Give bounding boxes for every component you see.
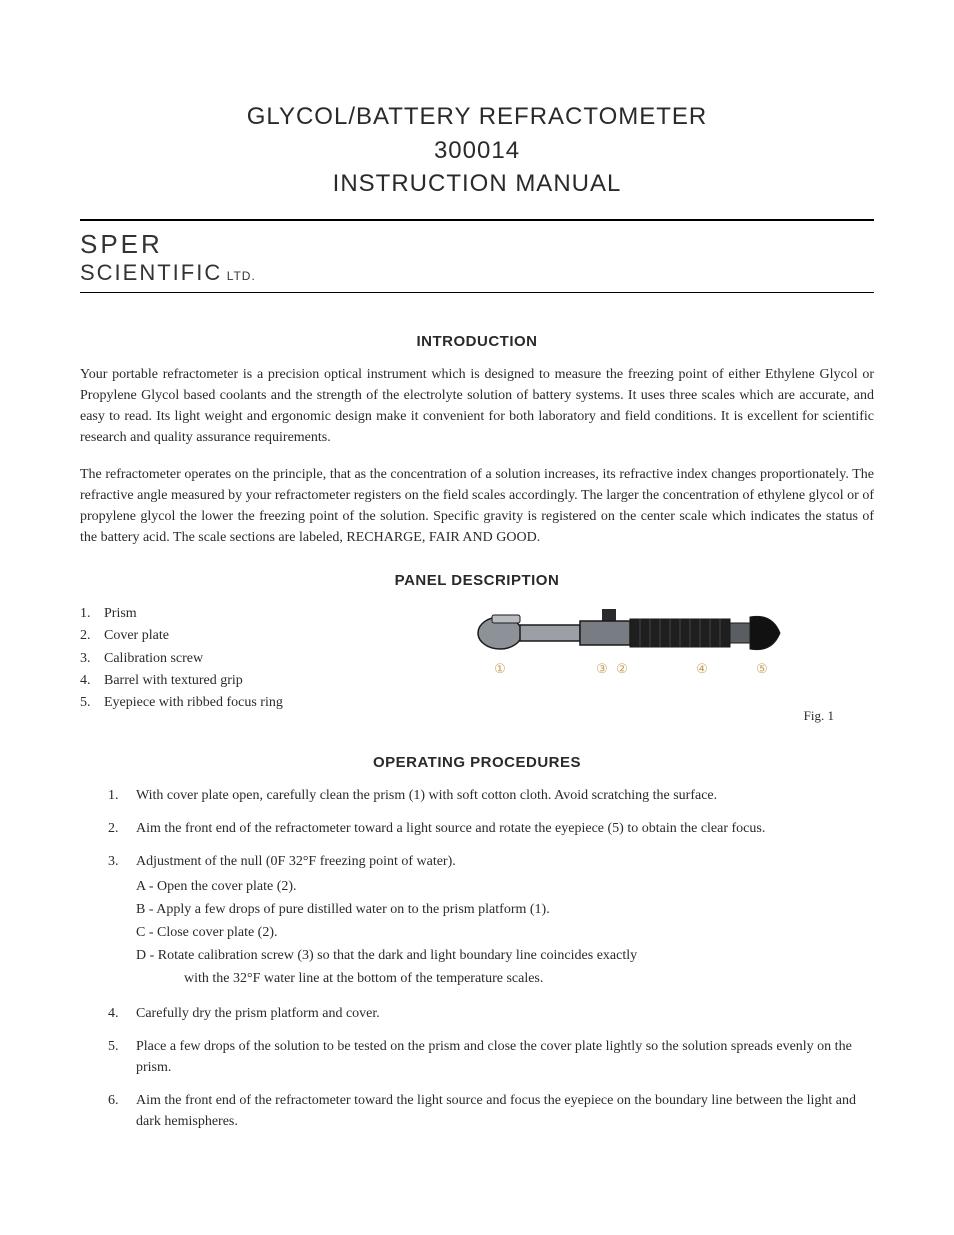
brand-ltd: LTD. [227,269,256,283]
intro-paragraph-1: Your portable refractometer is a precisi… [80,364,874,448]
procedure-text: Aim the front end of the refractometer t… [136,1090,874,1132]
panel-item-label: Calibration screw [104,648,203,670]
procedure-text: Carefully dry the prism platform and cov… [136,1003,380,1024]
procedure-sub-d: D - Rotate calibration screw (3) so that… [136,945,637,966]
procedure-sub-b: B - Apply a few drops of pure distilled … [136,899,637,920]
procedure-body: Adjustment of the null (0F 32°F freezing… [136,851,637,991]
procedure-num: 1. [108,785,136,806]
rule-top [80,219,874,221]
brand-line-1: SPER [80,229,874,260]
procedure-num: 5. [108,1036,136,1078]
procedure-num: 3. [108,851,136,991]
callout-3: ③ [596,661,608,676]
procedure-text: Place a few drops of the solution to be … [136,1036,874,1078]
procedure-text: Aim the front end of the refractometer t… [136,818,765,839]
page: GLYCOL/BATTERY REFRACTOMETER 300014 INST… [0,0,954,1204]
intro-paragraph-2: The refractometer operates on the princi… [80,464,874,548]
title-line-2: 300014 [80,134,874,168]
rule-bottom [80,292,874,293]
main-title: GLYCOL/BATTERY REFRACTOMETER 300014 INST… [80,100,874,201]
panel-item-label: Eyepiece with ribbed focus ring [104,692,283,714]
figure-caption: Fig. 1 [400,708,874,724]
panel-item-num: 2. [80,625,104,647]
procedure-item: 2. Aim the front end of the refractomete… [108,818,874,839]
procedure-sub-c: C - Close cover plate (2). [136,922,637,943]
callout-4: ④ [696,661,708,676]
panel-item: 1.Prism [80,603,360,625]
callout-1: ① [494,661,506,676]
panel-item-num: 5. [80,692,104,714]
panel-item: 3.Calibration screw [80,648,360,670]
panel-item: 2.Cover plate [80,625,360,647]
procedure-num: 4. [108,1003,136,1024]
panel-item-label: Cover plate [104,625,169,647]
refractometer-diagram-icon: ① ③ ② ④ ⑤ [472,603,802,693]
procedure-sub-a: A - Open the cover plate (2). [136,876,637,897]
procedure-item: 6. Aim the front end of the refractomete… [108,1090,874,1132]
procedure-sub-d-cont: with the 32°F water line at the bottom o… [136,968,637,989]
callout-2: ② [616,661,628,676]
panel-item-label: Prism [104,603,137,625]
brand-scientific: SCIENTIFIC [80,260,222,285]
panel-description-heading: PANEL DESCRIPTION [80,572,874,589]
procedure-num: 2. [108,818,136,839]
procedure-text: With cover plate open, carefully clean t… [136,785,717,806]
title-line-3: INSTRUCTION MANUAL [80,167,874,201]
procedures-list: 1. With cover plate open, carefully clea… [80,785,874,1132]
title-line-1: GLYCOL/BATTERY REFRACTOMETER [80,100,874,134]
panel-item: 4.Barrel with textured grip [80,670,360,692]
procedure-item: 5. Place a few drops of the solution to … [108,1036,874,1078]
procedure-item: 4. Carefully dry the prism platform and … [108,1003,874,1024]
operating-procedures-heading: OPERATING PROCEDURES [80,754,874,771]
introduction-heading: INTRODUCTION [80,333,874,350]
panel-row: 1.Prism 2.Cover plate 3.Calibration scre… [80,603,874,724]
procedure-text: Adjustment of the null (0F 32°F freezing… [136,854,456,869]
brand-block: SPER SCIENTIFIC LTD. [80,229,874,286]
callout-5: ⑤ [756,661,768,676]
panel-item-num: 1. [80,603,104,625]
panel-list: 1.Prism 2.Cover plate 3.Calibration scre… [80,603,360,715]
procedure-sublist: A - Open the cover plate (2). B - Apply … [136,876,637,989]
panel-item-label: Barrel with textured grip [104,670,243,692]
procedure-num: 6. [108,1090,136,1132]
panel-item: 5.Eyepiece with ribbed focus ring [80,692,360,714]
procedure-item: 3. Adjustment of the null (0F 32°F freez… [108,851,874,991]
brand-line-2: SCIENTIFIC LTD. [80,260,874,286]
figure-1: ① ③ ② ④ ⑤ Fig. 1 [400,603,874,724]
panel-item-num: 4. [80,670,104,692]
panel-item-num: 3. [80,648,104,670]
procedure-item: 1. With cover plate open, carefully clea… [108,785,874,806]
